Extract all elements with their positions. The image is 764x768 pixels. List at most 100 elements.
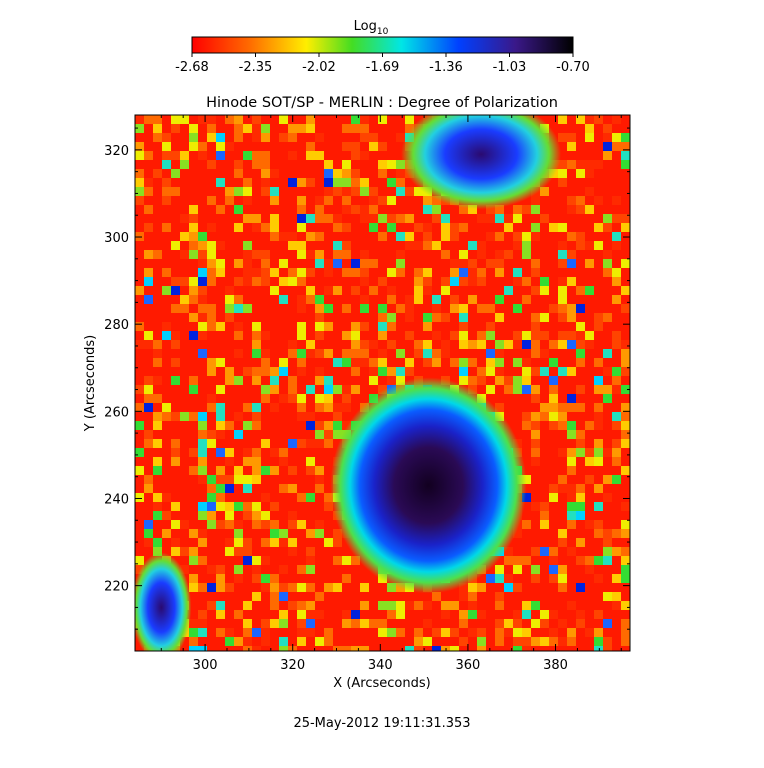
heatmap-cell (423, 313, 432, 322)
heatmap-cell (198, 412, 207, 421)
heatmap-cell (144, 331, 153, 340)
heatmap-cell (594, 223, 603, 232)
heatmap-cell (333, 403, 342, 412)
heatmap-cell (603, 475, 612, 484)
heatmap-cell (333, 583, 342, 592)
heatmap-cell (558, 304, 567, 313)
heatmap-cell (297, 295, 306, 304)
heatmap-cell (486, 322, 495, 331)
heatmap-cell (540, 610, 549, 619)
heatmap-cell (351, 385, 360, 394)
heatmap-cell (279, 232, 288, 241)
heatmap-cell (252, 448, 261, 457)
heatmap-cell (621, 556, 630, 565)
heatmap-cell (396, 232, 405, 241)
heatmap-cell (171, 115, 180, 124)
heatmap-cell (594, 196, 603, 205)
heatmap-cell (234, 349, 243, 358)
heatmap-cell (351, 259, 360, 268)
heatmap-cell (315, 394, 324, 403)
heatmap-cell (144, 268, 153, 277)
heatmap-cell (531, 457, 540, 466)
heatmap-cell (234, 160, 243, 169)
heatmap-cell (558, 340, 567, 349)
heatmap-cell (459, 610, 468, 619)
heatmap-cell (567, 493, 576, 502)
heatmap-cell (621, 628, 630, 637)
heatmap-cell (450, 601, 459, 610)
heatmap-cell (225, 502, 234, 511)
heatmap-cell (252, 115, 261, 124)
heatmap-cell (135, 115, 144, 124)
heatmap-cell (576, 448, 585, 457)
heatmap-cell (576, 331, 585, 340)
heatmap-cell (441, 349, 450, 358)
heatmap-cell (261, 574, 270, 583)
heatmap-cell (513, 646, 522, 651)
heatmap-cell (396, 601, 405, 610)
heatmap-cell (243, 601, 252, 610)
heatmap-cell (459, 322, 468, 331)
heatmap-cell (189, 133, 198, 142)
heatmap-cell (288, 340, 297, 349)
heatmap-cell (261, 124, 270, 133)
heatmap-cell (576, 358, 585, 367)
heatmap-cell (450, 223, 459, 232)
heatmap-cell (342, 241, 351, 250)
pore (401, 115, 562, 210)
heatmap-cell (585, 421, 594, 430)
heatmap-cell (189, 277, 198, 286)
heatmap-cell (558, 169, 567, 178)
heatmap-cell (342, 160, 351, 169)
heatmap-cell (342, 178, 351, 187)
heatmap-cell (333, 412, 342, 421)
heatmap-cell (576, 511, 585, 520)
heatmap-cell (603, 151, 612, 160)
heatmap-cell (531, 322, 540, 331)
heatmap-cell (216, 133, 225, 142)
heatmap-cell (378, 349, 387, 358)
heatmap-cell (603, 268, 612, 277)
heatmap-cell (405, 304, 414, 313)
heatmap-cell (216, 241, 225, 250)
heatmap-cell (216, 475, 225, 484)
heatmap-cell (252, 151, 261, 160)
heatmap-cell (333, 187, 342, 196)
heatmap-cell (558, 295, 567, 304)
heatmap-cell (306, 232, 315, 241)
heatmap-cell (621, 529, 630, 538)
heatmap-cell (504, 628, 513, 637)
heatmap-cell (360, 601, 369, 610)
heatmap-cell (324, 493, 333, 502)
heatmap-cell (603, 385, 612, 394)
heatmap-cell (387, 376, 396, 385)
heatmap-cell (279, 133, 288, 142)
heatmap-cell (252, 133, 261, 142)
heatmap-cell (621, 142, 630, 151)
heatmap-cell (522, 277, 531, 286)
heatmap-cell (333, 223, 342, 232)
heatmap-cell (234, 574, 243, 583)
heatmap-cell (270, 538, 279, 547)
heatmap-cell (207, 277, 216, 286)
heatmap-cell (162, 151, 171, 160)
heatmap-cell (306, 457, 315, 466)
heatmap-cell (567, 502, 576, 511)
heatmap-cell (261, 187, 270, 196)
heatmap-cell (261, 358, 270, 367)
heatmap-cell (225, 196, 234, 205)
y-axis-label: Y (Arcseconds) (83, 335, 98, 432)
heatmap-cell (225, 511, 234, 520)
heatmap-cell (270, 619, 279, 628)
heatmap-cell (288, 538, 297, 547)
heatmap-cell (369, 358, 378, 367)
heatmap-cell (603, 223, 612, 232)
heatmap-cell (594, 502, 603, 511)
heatmap-cell (378, 385, 387, 394)
heatmap-cell (234, 322, 243, 331)
heatmap-cell (351, 322, 360, 331)
heatmap-cell (342, 268, 351, 277)
heatmap-cell (522, 646, 531, 651)
heatmap-cell (297, 358, 306, 367)
heatmap-cell (207, 601, 216, 610)
